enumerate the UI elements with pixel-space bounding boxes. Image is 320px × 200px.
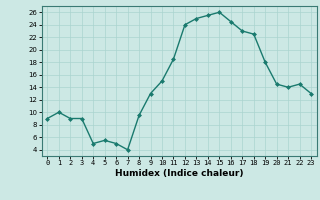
X-axis label: Humidex (Indice chaleur): Humidex (Indice chaleur) [115, 169, 244, 178]
